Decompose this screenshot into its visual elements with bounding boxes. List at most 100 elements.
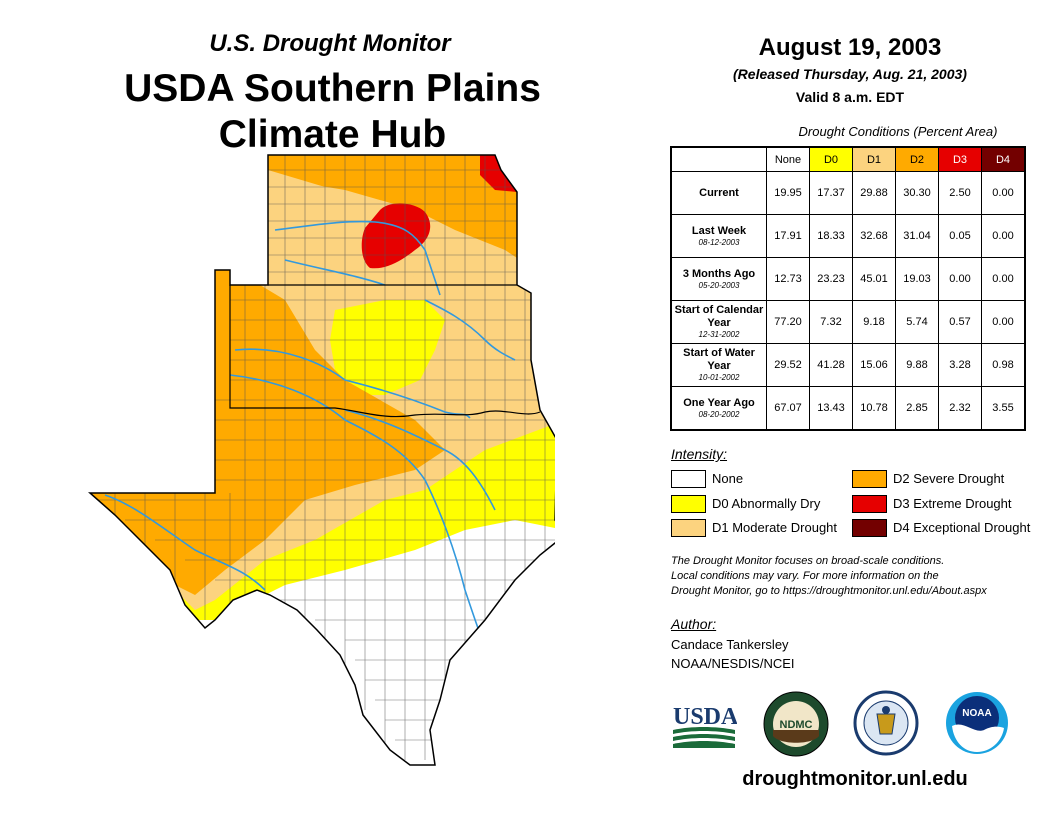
author-org: NOAA/NESDIS/NCEI bbox=[671, 656, 795, 671]
cell-value: 2.32 bbox=[938, 386, 982, 430]
zone-d0-oklahoma bbox=[330, 300, 445, 395]
cell-value: 29.88 bbox=[852, 171, 896, 215]
svg-text:NOAA: NOAA bbox=[962, 708, 991, 719]
cell-value: 17.91 bbox=[766, 214, 810, 258]
map-title: USDA Southern Plains Climate Hub bbox=[60, 66, 605, 158]
legend-title: Intensity: bbox=[671, 446, 728, 462]
row-label: Start of Water Year 10-01-2002 bbox=[671, 343, 767, 387]
legend-item-none: None bbox=[671, 469, 743, 489]
cell-value: 7.32 bbox=[809, 300, 853, 344]
ndmc-logo: NDMC bbox=[763, 691, 829, 757]
legend-swatch bbox=[671, 494, 706, 513]
legend-swatch bbox=[852, 518, 887, 537]
cell-value: 3.55 bbox=[981, 386, 1025, 430]
col-d1: D1 bbox=[852, 147, 896, 172]
table-row: Last Week 08-12-2003 17.91 18.33 32.68 31… bbox=[671, 214, 1025, 258]
legend-label: None bbox=[712, 471, 744, 486]
legend-swatch bbox=[852, 494, 887, 513]
state-borders bbox=[229, 284, 541, 418]
cell-value: 0.57 bbox=[938, 300, 982, 344]
cell-value: 9.88 bbox=[895, 343, 939, 387]
noaa-logo: NOAA bbox=[946, 692, 1008, 754]
cell-value: 77.20 bbox=[766, 300, 810, 344]
cell-value: 29.52 bbox=[766, 343, 810, 387]
cell-value: 45.01 bbox=[852, 257, 896, 301]
col-d4: D4 bbox=[981, 147, 1025, 172]
cell-value: 30.30 bbox=[895, 171, 939, 215]
legend-swatch bbox=[852, 469, 887, 488]
author-name: Candace Tankersley bbox=[671, 637, 789, 652]
release-date: (Released Thursday, Aug. 21, 2003) bbox=[733, 66, 967, 82]
legend-swatch bbox=[671, 518, 706, 537]
header-blank bbox=[672, 148, 767, 172]
row-label: Current bbox=[671, 171, 767, 215]
legend-label: D4 Exceptional Drought bbox=[893, 520, 1031, 535]
legend-item-d1: D1 Moderate Drought bbox=[671, 518, 837, 538]
cell-value: 67.07 bbox=[766, 386, 810, 430]
cell-value: 0.98 bbox=[981, 343, 1025, 387]
region-outline bbox=[88, 154, 555, 766]
cell-value: 19.95 bbox=[766, 171, 810, 215]
drought-map bbox=[88, 154, 555, 766]
valid-time: Valid 8 a.m. EDT bbox=[795, 89, 905, 105]
col-d4-label: D4 bbox=[995, 153, 1011, 166]
cell-value: 9.18 bbox=[852, 300, 896, 344]
row-label: Start of Calendar Year 12-31-2002 bbox=[671, 300, 767, 344]
cell-value: 0.00 bbox=[981, 171, 1025, 215]
col-none: None bbox=[766, 147, 810, 172]
col-d0-label: D0 bbox=[823, 153, 839, 166]
map-title-line2: Climate Hub bbox=[218, 113, 447, 156]
cell-value: 0.00 bbox=[981, 300, 1025, 344]
col-d3-label: D3 bbox=[952, 153, 968, 166]
legend-item-d4: D4 Exceptional Drought bbox=[852, 518, 1030, 538]
website-link[interactable]: droughtmonitor.unl.edu bbox=[742, 768, 968, 790]
cell-value: 13.43 bbox=[809, 386, 853, 430]
table-row: 3 Months Ago 05-20-2003 12.73 23.23 45.01… bbox=[671, 257, 1025, 301]
map-date: August 19, 2003 bbox=[758, 34, 942, 61]
legend-label: D2 Severe Drought bbox=[893, 471, 1005, 486]
table-row: Current 19.95 17.37 29.88 30.30 2.50 0.0… bbox=[671, 171, 1025, 215]
col-d0: D0 bbox=[809, 147, 853, 172]
row-label: 3 Months Ago 05-20-2003 bbox=[671, 257, 767, 301]
commerce-logo bbox=[853, 690, 919, 756]
col-d1-label: D1 bbox=[866, 153, 882, 166]
table-row: Start of Calendar Year 12-31-2002 77.20 7… bbox=[671, 300, 1025, 344]
cell-value: 32.68 bbox=[852, 214, 896, 258]
cell-value: 31.04 bbox=[895, 214, 939, 258]
legend-label: D0 Abnormally Dry bbox=[712, 496, 821, 511]
legend-label: D3 Extreme Drought bbox=[893, 496, 1012, 511]
author-title: Author: bbox=[671, 616, 717, 632]
cell-value: 15.06 bbox=[852, 343, 896, 387]
cell-value: 23.23 bbox=[809, 257, 853, 301]
table-header-row: None D0 D1 D2 D3 D4 bbox=[672, 147, 1025, 172]
legend-item-d2: D2 Severe Drought bbox=[852, 469, 1004, 489]
row-label: One Year Ago 08-20-2002 bbox=[671, 386, 767, 430]
cell-value: 19.03 bbox=[895, 257, 939, 301]
cell-value: 0.05 bbox=[938, 214, 982, 258]
zone-d3-kansas bbox=[361, 203, 431, 269]
cell-value: 17.37 bbox=[809, 171, 853, 215]
drought-conditions-table: None D0 D1 D2 D3 D4 Current 19.95 17.37 … bbox=[670, 146, 1026, 431]
svg-text:USDA: USDA bbox=[673, 704, 737, 730]
svg-text:NDMC: NDMC bbox=[780, 719, 813, 731]
usda-logo: USDA bbox=[673, 704, 737, 748]
cell-value: 12.73 bbox=[766, 257, 810, 301]
cell-value: 41.28 bbox=[809, 343, 853, 387]
col-none-label: None bbox=[774, 153, 802, 166]
legend-item-d3: D3 Extreme Drought bbox=[852, 494, 1012, 514]
note-line: Local conditions may vary. For more info… bbox=[671, 570, 939, 582]
col-d3: D3 bbox=[938, 147, 982, 172]
row-label: Last Week 08-12-2003 bbox=[671, 214, 767, 258]
cell-value: 18.33 bbox=[809, 214, 853, 258]
cell-value: 0.00 bbox=[981, 214, 1025, 258]
legend-swatch bbox=[671, 469, 706, 488]
col-d2-label: D2 bbox=[909, 153, 925, 166]
cell-value: 5.74 bbox=[895, 300, 939, 344]
cell-value: 2.85 bbox=[895, 386, 939, 430]
col-d2: D2 bbox=[895, 147, 939, 172]
table-row: Start of Water Year 10-01-2002 29.52 41.2… bbox=[671, 343, 1025, 387]
cell-value: 0.00 bbox=[981, 257, 1025, 301]
table-row: One Year Ago 08-20-2002 67.07 13.43 10.78… bbox=[671, 386, 1025, 430]
note-line: The Drought Monitor focuses on broad-sca… bbox=[671, 555, 945, 567]
cell-value: 2.50 bbox=[938, 171, 982, 215]
